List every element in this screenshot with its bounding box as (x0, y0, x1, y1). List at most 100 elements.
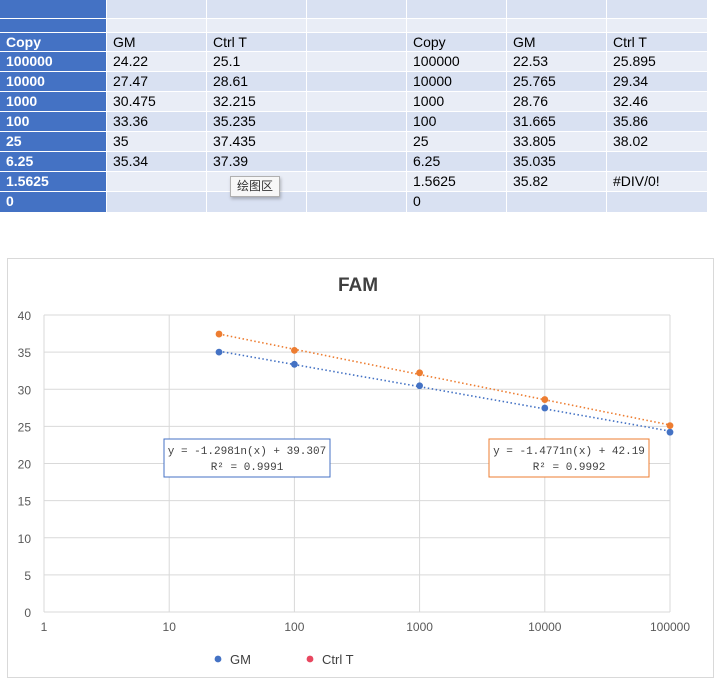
right-data-cell[interactable]: 35.035 (507, 152, 607, 172)
grid-line (406, 0, 407, 212)
left-data-cell[interactable] (107, 192, 207, 212)
empty-cell[interactable] (307, 172, 407, 192)
left-header-cell[interactable]: Copy (0, 33, 107, 52)
right-data-cell[interactable] (607, 192, 707, 212)
x-tick-label: 1000 (406, 620, 433, 634)
empty-cell[interactable] (407, 0, 507, 19)
right-data-cell[interactable]: 6.25 (407, 152, 507, 172)
right-data-cell[interactable]: 33.805 (507, 132, 607, 152)
empty-cell[interactable] (107, 19, 207, 33)
grid-line (0, 111, 707, 112)
left-data-cell[interactable]: 28.61 (207, 72, 307, 92)
y-tick-label: 5 (24, 569, 31, 583)
grid-line (0, 191, 707, 192)
plot-area-tooltip: 绘图区 (230, 176, 280, 197)
data-point-ctrl-t (666, 422, 674, 430)
right-data-cell[interactable]: 10000 (407, 72, 507, 92)
empty-cell[interactable] (307, 152, 407, 172)
left-data-cell[interactable]: 100 (0, 112, 107, 132)
left-data-cell[interactable]: 25.1 (207, 52, 307, 72)
right-data-cell[interactable]: 0 (407, 192, 507, 212)
left-data-cell[interactable]: 100000 (0, 52, 107, 72)
left-data-cell[interactable]: 24.22 (107, 52, 207, 72)
fam-chart[interactable]: FAM 0 5 10 15 20 25 30 35 40 1 10 100 1000 10000 100000… (7, 258, 714, 678)
empty-cell[interactable] (307, 112, 407, 132)
empty-cell[interactable] (507, 0, 607, 19)
right-data-cell[interactable]: 100 (407, 112, 507, 132)
empty-cell[interactable] (207, 19, 307, 33)
empty-cell[interactable] (307, 192, 407, 212)
right-data-cell[interactable]: 29.34 (607, 72, 707, 92)
right-data-cell[interactable]: 25 (407, 132, 507, 152)
right-data-cell[interactable]: 22.53 (507, 52, 607, 72)
left-data-cell[interactable]: 32.215 (207, 92, 307, 112)
left-data-cell[interactable]: 35 (107, 132, 207, 152)
grid-line (506, 0, 507, 212)
grid-line (106, 0, 107, 212)
empty-cell[interactable] (307, 0, 407, 19)
empty-cell[interactable] (307, 72, 407, 92)
empty-cell[interactable] (607, 19, 707, 33)
left-data-cell[interactable]: 30.475 (107, 92, 207, 112)
equation-box (488, 438, 650, 478)
right-header-cell[interactable]: GM (507, 33, 607, 52)
left-data-cell[interactable]: 6.25 (0, 152, 107, 172)
right-data-cell[interactable]: 1000 (407, 92, 507, 112)
left-data-cell[interactable]: 35.34 (107, 152, 207, 172)
right-data-cell[interactable]: 25.765 (507, 72, 607, 92)
trendline-equation: y = -1.2981n(x) + 39.307 (168, 446, 326, 458)
left-data-cell[interactable]: 27.47 (107, 72, 207, 92)
left-data-cell[interactable]: 1.5625 (0, 172, 107, 192)
grid-line (0, 91, 707, 92)
right-data-cell[interactable]: 35.82 (507, 172, 607, 192)
empty-cell[interactable] (507, 19, 607, 33)
left-data-cell[interactable]: 37.39 (207, 152, 307, 172)
left-header-cell[interactable]: Ctrl T (207, 33, 307, 52)
left-data-cell[interactable]: 1000 (0, 92, 107, 112)
trendline-r2: R² = 0.9992 (533, 462, 606, 474)
left-data-cell[interactable] (207, 192, 307, 212)
legend-marker (214, 655, 222, 663)
right-data-cell[interactable]: 32.46 (607, 92, 707, 112)
right-data-cell[interactable]: 25.895 (607, 52, 707, 72)
right-data-cell[interactable]: 31.665 (507, 112, 607, 132)
empty-cell[interactable] (107, 0, 207, 19)
x-tick-label: 100000 (650, 620, 690, 634)
left-data-cell[interactable] (107, 172, 207, 192)
left-data-cell[interactable]: 10000 (0, 72, 107, 92)
empty-cell[interactable] (607, 0, 707, 19)
left-data-cell[interactable]: 35.235 (207, 112, 307, 132)
right-data-cell[interactable]: #DIV/0! (607, 172, 707, 192)
left-data-cell[interactable]: 37.435 (207, 132, 307, 152)
empty-cell[interactable] (307, 19, 407, 33)
right-data-cell[interactable]: 38.02 (607, 132, 707, 152)
empty-cell[interactable] (0, 0, 107, 19)
grid-line (0, 171, 707, 172)
empty-cell[interactable] (307, 33, 407, 52)
empty-cell[interactable] (307, 52, 407, 72)
right-data-cell[interactable] (607, 152, 707, 172)
empty-cell[interactable] (307, 132, 407, 152)
trendline-ctrl-t (218, 333, 671, 426)
trendline-r2: R² = 0.9991 (211, 462, 284, 474)
right-header-cell[interactable]: Ctrl T (607, 33, 707, 52)
empty-cell[interactable] (307, 92, 407, 112)
empty-cell[interactable] (207, 0, 307, 19)
left-header-cell[interactable]: GM (107, 33, 207, 52)
grid-line (0, 51, 707, 52)
right-data-cell[interactable]: 28.76 (507, 92, 607, 112)
grid-line (0, 18, 707, 19)
left-data-cell[interactable]: 33.36 (107, 112, 207, 132)
grid-line (206, 0, 207, 212)
empty-cell[interactable] (407, 19, 507, 33)
right-data-cell[interactable]: 100000 (407, 52, 507, 72)
left-data-cell[interactable]: 25 (0, 132, 107, 152)
left-data-cell[interactable]: 0 (0, 192, 107, 212)
right-data-cell[interactable]: 35.86 (607, 112, 707, 132)
right-data-cell[interactable]: 1.5625 (407, 172, 507, 192)
empty-cell[interactable] (0, 19, 107, 33)
data-point-gm (416, 382, 423, 390)
right-data-cell[interactable] (507, 192, 607, 212)
trendline-equation: y = -1.4771n(x) + 42.19 (493, 446, 645, 458)
right-header-cell[interactable]: Copy (407, 33, 507, 52)
